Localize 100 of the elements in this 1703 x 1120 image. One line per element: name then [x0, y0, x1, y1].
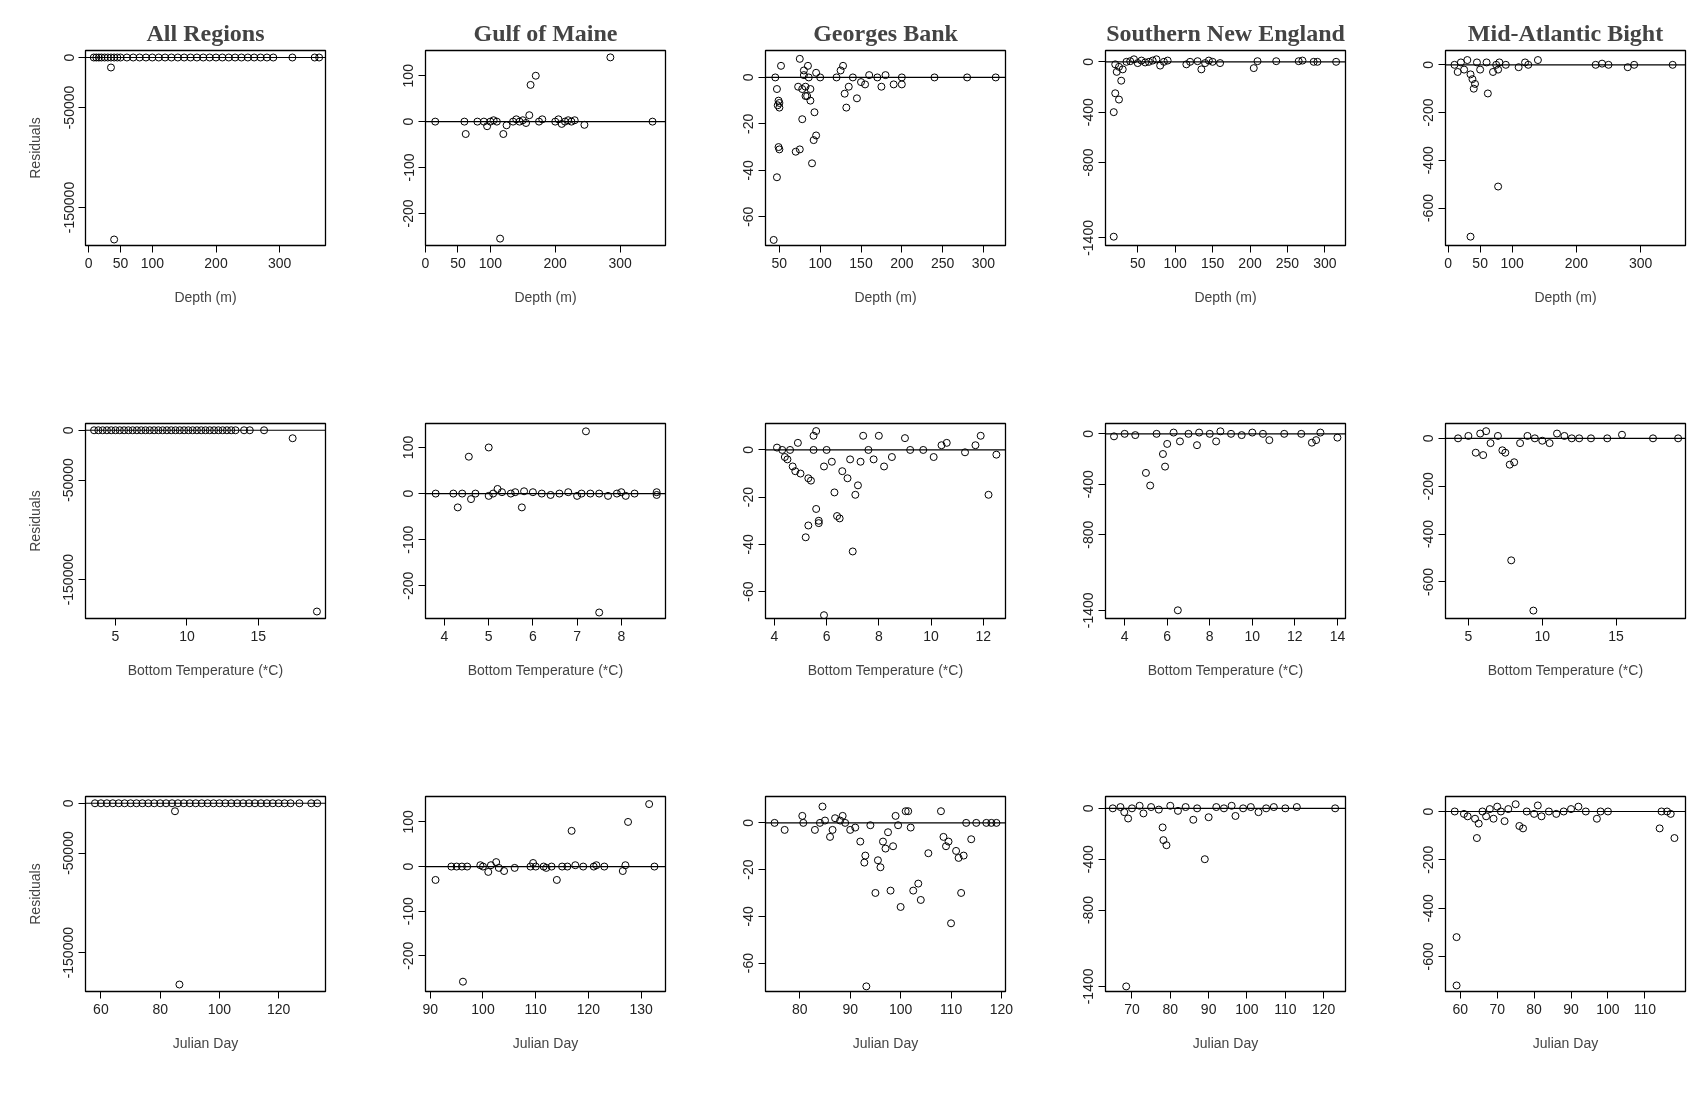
y-tick-label: -100 [400, 896, 417, 926]
y-tick-label: 0 [400, 489, 417, 498]
chart-title: Mid-Atlantic Bight [1467, 19, 1664, 46]
x-tick-label: 120 [1311, 1000, 1336, 1017]
y-tick-label: -20 [740, 486, 757, 508]
y-tick-label: 0 [400, 117, 417, 126]
x-tick-label: 90 [842, 1000, 859, 1017]
y-tick-label: 0 [1420, 60, 1437, 69]
x-tick-label: 300 [1628, 254, 1653, 271]
x-tick-label: 5 [111, 627, 120, 644]
y-tick-label: -1400 [1080, 592, 1097, 629]
chart-title: Georges Bank [813, 19, 959, 46]
x-tick-label: 300 [1313, 254, 1337, 271]
x-axis-title: Julian Day [852, 1034, 919, 1051]
x-tick-label: 100 [888, 1000, 913, 1017]
x-tick-label: 12 [1287, 627, 1303, 644]
x-tick-label: 200 [543, 254, 568, 271]
x-tick-label: 80 [152, 1000, 169, 1017]
x-tick-label: 0 [421, 254, 430, 271]
x-tick-label: 5 [1464, 627, 1473, 644]
x-tick-label: 110 [939, 1000, 963, 1017]
y-tick-label: 0 [1420, 434, 1437, 443]
y-tick-label: 100 [400, 810, 417, 834]
y-tick-label: -200 [400, 941, 417, 970]
y-tick-label: -40 [740, 534, 757, 555]
y-tick-label: -150000 [60, 926, 77, 979]
y-tick-label: -400 [1080, 470, 1097, 499]
x-tick-label: 8 [617, 627, 626, 644]
y-tick-label: 0 [1080, 429, 1097, 438]
y-tick-label: 0 [1080, 57, 1097, 66]
x-tick-label: 250 [1275, 254, 1300, 271]
y-tick-label: 0 [740, 818, 757, 827]
x-tick-label: 100 [140, 254, 165, 271]
y-tick-label: -400 [1420, 146, 1437, 175]
y-tick-label: -1400 [1080, 219, 1097, 256]
x-tick-label: 120 [576, 1000, 601, 1017]
x-tick-label: 90 [1200, 1000, 1217, 1017]
x-tick-label: 60 [1452, 1000, 1469, 1017]
y-tick-label: -50000 [60, 831, 77, 875]
y-tick-label: 0 [400, 862, 417, 871]
x-tick-label: 100 [478, 254, 503, 271]
y-tick-label: -800 [1080, 520, 1097, 549]
y-axis-title: Residuals [26, 863, 43, 925]
x-tick-label: 300 [608, 254, 632, 271]
y-tick-label: -100 [400, 153, 417, 182]
x-axis-title: Bottom Temperature (*C) [467, 661, 624, 678]
x-tick-label: 8 [1205, 627, 1214, 644]
y-tick-label: 0 [740, 73, 757, 82]
y-tick-label: -400 [1080, 844, 1097, 874]
x-tick-label: 7 [573, 627, 582, 644]
x-axis-title: Bottom Temperature (*C) [807, 661, 964, 678]
x-tick-label: 70 [1124, 1000, 1140, 1017]
y-tick-label: -40 [740, 159, 757, 181]
y-tick-label: -1400 [1080, 968, 1097, 1005]
y-tick-label: -200 [1420, 471, 1437, 501]
chart-title: All Regions [146, 19, 265, 46]
y-tick-label: 0 [60, 53, 77, 62]
x-tick-label: 12 [975, 627, 992, 644]
y-tick-label: -600 [1420, 193, 1437, 223]
x-tick-label: 4 [440, 627, 449, 644]
x-tick-label: 110 [524, 1000, 548, 1017]
x-tick-label: 100 [808, 254, 833, 271]
y-tick-label: -200 [400, 199, 417, 228]
x-tick-label: 4 [1120, 627, 1129, 644]
y-tick-label: -60 [740, 581, 757, 602]
y-tick-label: 0 [1080, 804, 1097, 813]
x-tick-label: 10 [179, 627, 195, 644]
x-tick-label: 10 [1244, 627, 1261, 644]
x-tick-label: 150 [849, 254, 873, 271]
x-tick-label: 50 [450, 254, 466, 271]
x-tick-label: 100 [1500, 254, 1525, 271]
x-tick-label: 4 [770, 627, 779, 644]
x-tick-label: 200 [1564, 254, 1589, 271]
y-tick-label: 0 [1420, 807, 1437, 816]
y-tick-label: -20 [740, 113, 757, 134]
y-tick-label: -100 [400, 525, 417, 554]
chart-title: Gulf of Maine [473, 19, 618, 46]
x-tick-label: 8 [874, 627, 883, 644]
x-tick-label: 110 [1633, 1000, 1657, 1017]
x-tick-label: 300 [267, 254, 292, 271]
x-tick-label: 200 [204, 254, 228, 271]
y-axis-title: Residuals [26, 490, 43, 552]
x-tick-label: 50 [112, 254, 129, 271]
x-axis-title: Julian Day [512, 1034, 579, 1051]
x-axis-title: Bottom Temperature (*C) [127, 661, 284, 678]
x-tick-label: 80 [1162, 1000, 1179, 1017]
x-tick-label: 6 [1163, 627, 1172, 644]
x-tick-label: 300 [971, 254, 996, 271]
y-tick-label: -150000 [60, 181, 77, 234]
x-tick-label: 14 [1329, 627, 1346, 644]
y-tick-label: -600 [1420, 567, 1437, 596]
y-tick-label: -50000 [60, 85, 77, 130]
x-tick-label: 70 [1489, 1000, 1506, 1017]
x-tick-label: 90 [422, 1000, 439, 1017]
x-tick-label: 150 [1200, 254, 1225, 271]
y-tick-label: 100 [400, 63, 417, 88]
x-tick-label: 100 [1235, 1000, 1259, 1017]
x-tick-label: 80 [1526, 1000, 1543, 1017]
x-tick-label: 60 [93, 1000, 109, 1017]
x-axis-title: Julian Day [1532, 1034, 1599, 1051]
